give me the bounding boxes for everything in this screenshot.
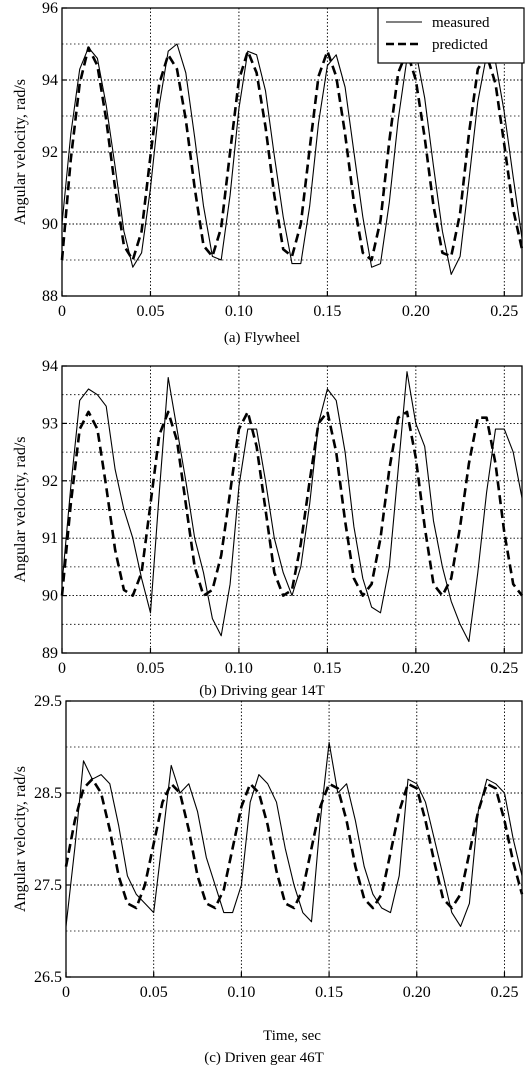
legend: measured predicted	[377, 7, 525, 64]
panel-caption: (a) Flywheel	[224, 330, 300, 346]
plot-frame	[61, 365, 523, 654]
y-tick-label: 88	[42, 288, 58, 305]
chart-driven-gear: 26.5 27.5 28.5 29.5 0 0.05 0.10 0.15 0.20 0.25 Ang…	[12, 693, 524, 1066]
y-tick-label: 92	[42, 473, 58, 490]
panel-caption: (c) Driven gear 46T	[204, 1050, 324, 1066]
y-tick-label: 94	[42, 72, 58, 89]
y-tick-label: 93	[42, 415, 58, 432]
legend-label-predicted: predicted	[432, 37, 488, 53]
y-tick-label: 96	[42, 0, 58, 17]
x-tick-label: 0.10	[225, 303, 253, 320]
series-predicted-line	[60, 46, 524, 262]
y-tick-label: 29.5	[34, 693, 62, 710]
y-tick-label: 92	[42, 144, 58, 161]
chart-driving-gear: 89 90 91 92 93 94 0 0.05 0.10 0.15 0.20 0.25 Angular…	[12, 358, 524, 699]
y-tick-label: 91	[42, 530, 58, 547]
x-tick-label: 0	[62, 984, 70, 1001]
y-tick-label: 94	[42, 358, 58, 375]
x-tick-label: 0.25	[490, 984, 518, 1001]
series-predicted-line	[64, 777, 524, 910]
chart-flywheel: 88 90 92 94 96 0 0.05 0.10 0.15 0.20 0.25 Angular v…	[12, 0, 525, 346]
x-tick-label: 0.10	[227, 984, 255, 1001]
x-tick-label: 0.20	[402, 660, 430, 677]
y-tick-label: 27.5	[34, 877, 62, 894]
x-tick-label: 0.15	[313, 660, 341, 677]
plot-frame	[65, 700, 523, 978]
legend-box	[377, 7, 525, 64]
x-tick-label: 0.15	[315, 984, 343, 1001]
x-tick-label: 0.20	[402, 303, 430, 320]
series-predicted-line	[60, 410, 524, 597]
x-tick-label: 0.10	[225, 660, 253, 677]
x-tick-label: 0.05	[140, 984, 168, 1001]
x-axis-label: Time, sec	[263, 1028, 321, 1044]
x-tick-label: 0.05	[136, 303, 164, 320]
x-tick-label: 0.20	[403, 984, 431, 1001]
y-axis-label: Angular velocity, rad/s	[12, 766, 29, 912]
legend-label-measured: measured	[432, 15, 490, 31]
series-measured-line	[65, 741, 523, 927]
x-tick-label: 0	[58, 303, 66, 320]
x-tick-label: 0.25	[490, 660, 518, 677]
y-axis-label: Angular velocity, rad/s	[12, 79, 29, 225]
panel-caption: (b) Driving gear 14T	[199, 683, 324, 699]
x-tick-label: 0.05	[136, 660, 164, 677]
series-measured-line	[61, 43, 523, 275]
y-tick-label: 90	[42, 216, 58, 233]
x-tick-label: 0.25	[490, 303, 518, 320]
y-tick-label: 28.5	[34, 785, 62, 802]
y-tick-label: 89	[42, 645, 58, 662]
y-tick-label: 90	[42, 588, 58, 605]
x-tick-label: 0	[58, 660, 66, 677]
y-axis-label: Angular velocity, rad/s	[12, 436, 29, 582]
x-tick-label: 0.15	[313, 303, 341, 320]
series-measured-line	[61, 371, 523, 643]
y-tick-label: 26.5	[34, 969, 62, 986]
